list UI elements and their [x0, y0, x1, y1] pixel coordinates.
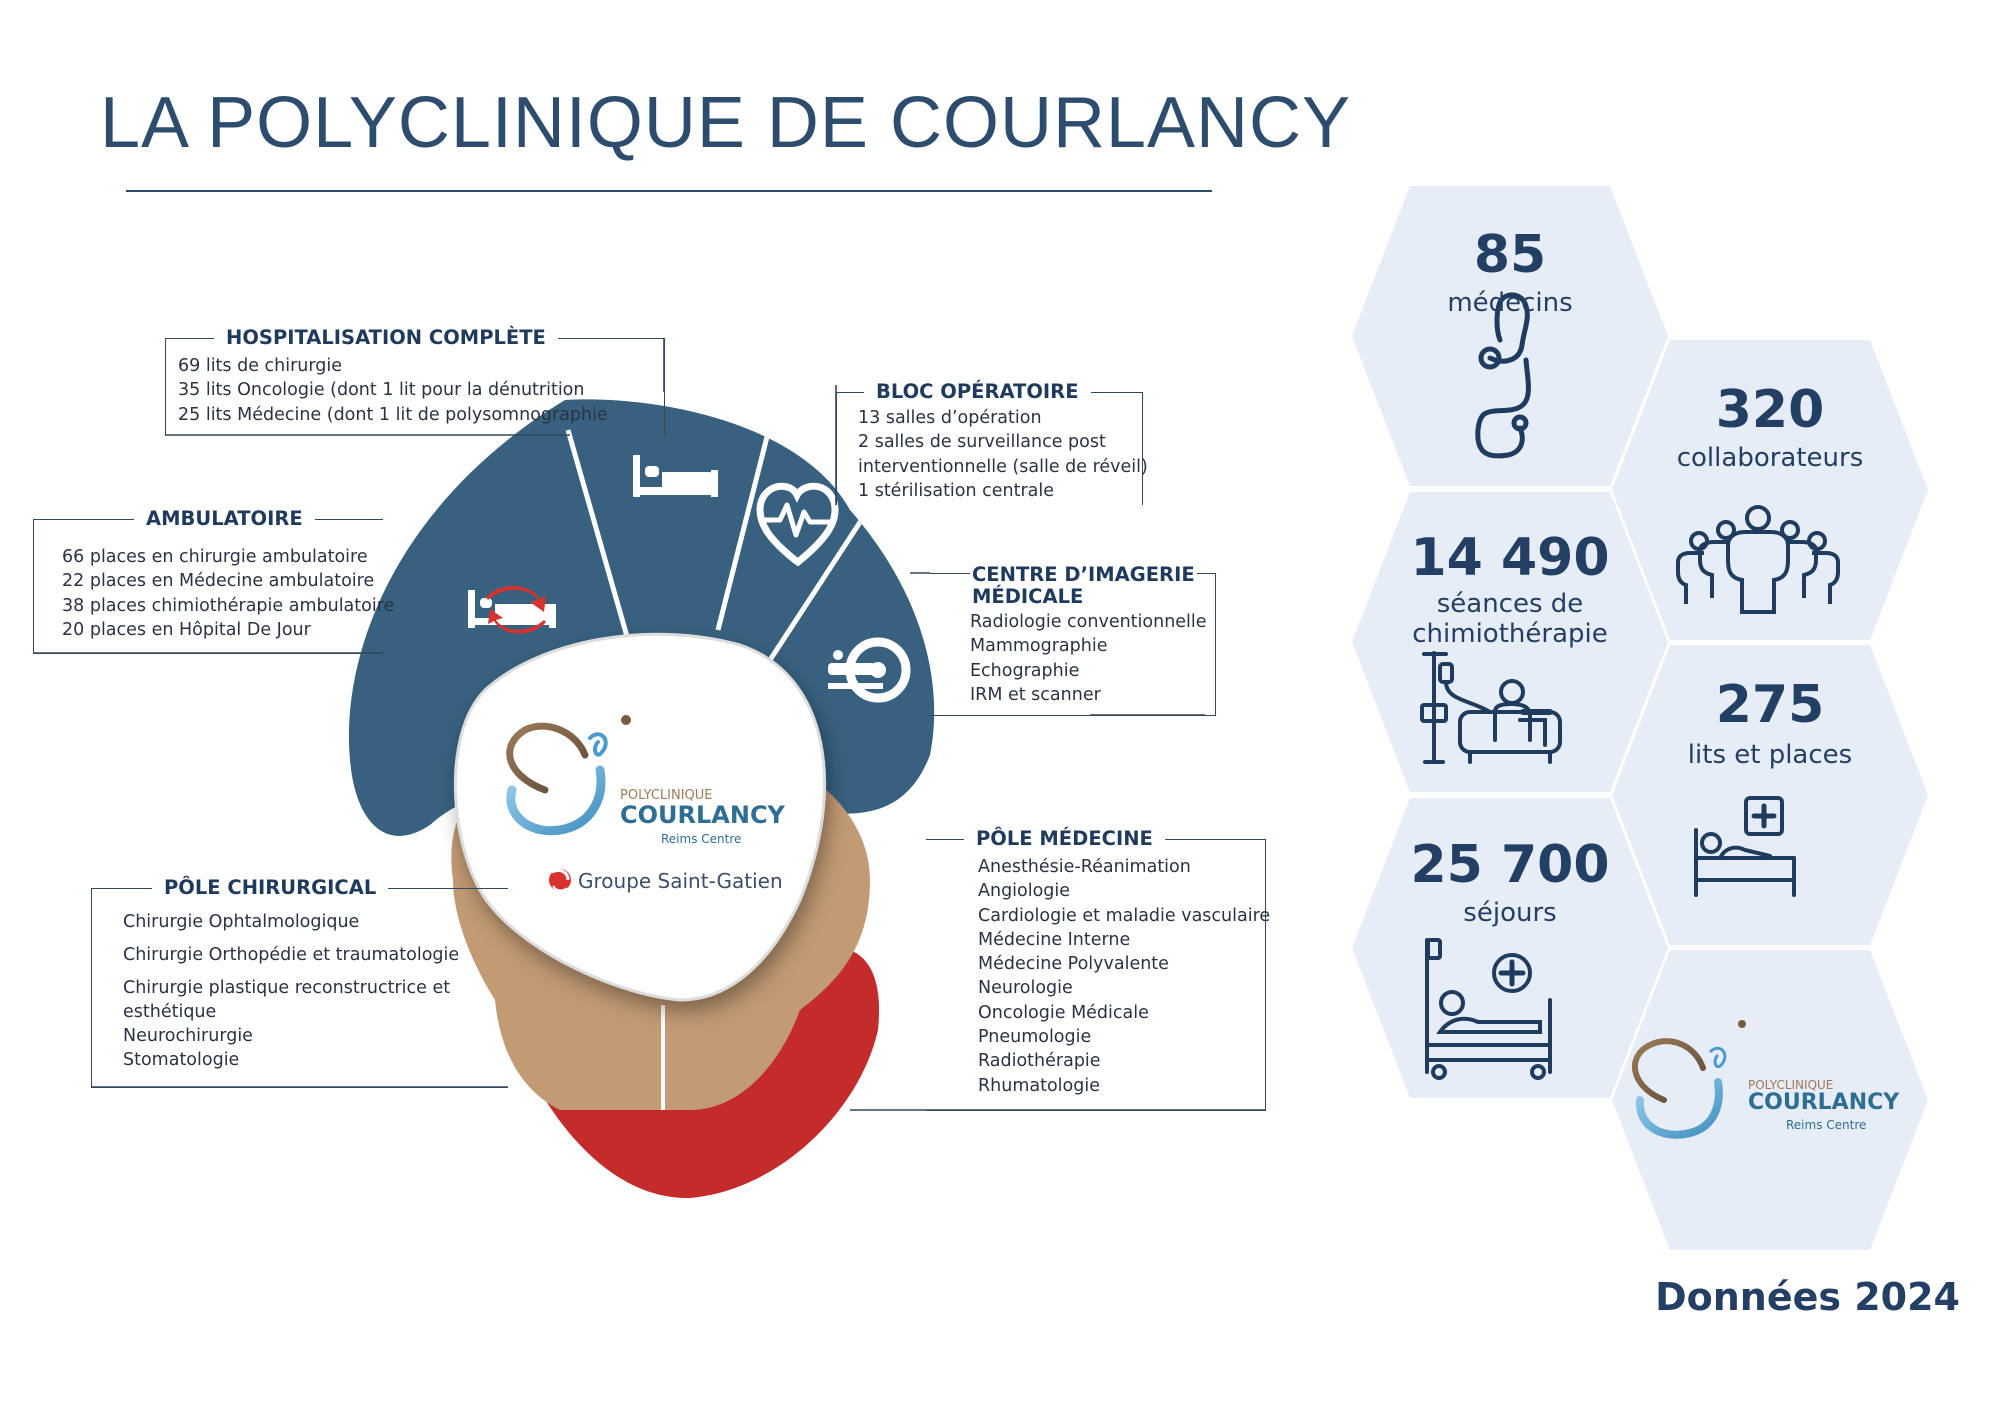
chirurgical-title: PÔLE CHIRURGICAL — [152, 877, 389, 899]
logo-sub-text: Reims Centre — [661, 832, 741, 846]
list-item: 13 salles d’opération — [858, 408, 1042, 428]
list-item: Radiothérapie — [978, 1051, 1101, 1072]
stat-sejours-value: 25 700 — [1410, 835, 1610, 895]
list-item: Neurochirurgie — [123, 1026, 253, 1046]
chirurgical-list: Chirurgie Ophtalmologique Chirurgie Orth… — [123, 910, 459, 1072]
list-item: interventionnelle (salle de réveil) — [858, 456, 1148, 477]
page-title: LA POLYCLINIQUE DE COURLANCY — [100, 83, 1352, 163]
list-item: Oncologie Médicale — [978, 1002, 1149, 1023]
list-item: Mammographie — [970, 636, 1108, 657]
list-item: Cardiologie et maladie vasculaire — [978, 905, 1271, 926]
list-item: esthétique — [123, 1002, 217, 1022]
hospitalisation-list: 69 lits de chirurgie 35 lits Oncologie (… — [178, 354, 608, 427]
list-item: Stomatologie — [123, 1050, 240, 1070]
hexagon-lits — [1612, 645, 1928, 945]
imagerie-title-line1: CENTRE D’IMAGERIE — [970, 563, 1197, 586]
stethoscope-icon — [1475, 292, 1531, 459]
list-item: Chirurgie plastique reconstructrice et — [123, 978, 451, 998]
list-item: 35 lits Oncologie (dont 1 lit pour la dé… — [178, 380, 585, 401]
hexagon-logo-small-text: POLYCLINIQUE — [1748, 1078, 1834, 1092]
medecine-title: PÔLE MÉDECINE — [964, 828, 1165, 850]
hospital-bed-icon — [1425, 938, 1552, 1080]
hexagon-logo — [1612, 950, 1928, 1250]
imagerie-title-line2: MÉDICALE — [972, 585, 1084, 608]
list-item: Rhumatologie — [978, 1075, 1100, 1096]
stat-medecins-value: 85 — [1473, 225, 1547, 285]
list-item: 38 places chimiothérapie ambulatoire — [62, 595, 395, 616]
logo-name-text: COURLANCY — [620, 801, 786, 829]
list-item: Pneumologie — [978, 1027, 1092, 1048]
title-divider — [126, 190, 1212, 192]
list-item: Chirurgie Ophtalmologique — [123, 912, 360, 932]
list-item: 22 places en Médecine ambulatoire — [62, 571, 375, 592]
bed-icon — [633, 455, 718, 497]
chemotherapy-chair-icon — [1420, 651, 1562, 764]
stat-lits-label: lits et places — [1687, 740, 1853, 770]
stat-medecins-label: médecins — [1447, 288, 1573, 318]
stat-collaborateurs-label: collaborateurs — [1676, 443, 1864, 473]
imagerie-list: Radiologie conventionnelle Mammographie … — [970, 610, 1207, 707]
list-item: 25 lits Médecine (dont 1 lit de polysomn… — [178, 404, 608, 425]
ambulatoire-title: AMBULATOIRE — [134, 508, 315, 530]
list-item: 2 salles de surveillance post — [858, 432, 1106, 453]
hexagon-logo-name-text: COURLANCY — [1748, 1090, 1900, 1115]
stat-seances-value: 14 490 — [1410, 528, 1610, 588]
list-item: Chirurgie Orthopédie et traumatologie — [123, 945, 460, 965]
list-item: Angiologie — [978, 881, 1071, 902]
list-item: Neurologie — [978, 978, 1073, 999]
heart-rate-icon — [756, 482, 839, 567]
list-item: Médecine Interne — [978, 929, 1131, 950]
list-item: 20 places en Hôpital De Jour — [62, 619, 311, 640]
bloc-title: BLOC OPÉRATOIRE — [864, 381, 1091, 403]
bloc-list: 13 salles d’opération 2 salles de survei… — [858, 406, 1148, 503]
ambulatoire-list: 66 places en chirurgie ambulatoire 22 pl… — [62, 545, 394, 642]
bed-cross-icon — [1694, 796, 1796, 897]
imagerie-title: CENTRE D’IMAGERIE MÉDICALE — [958, 564, 1209, 608]
hospitalisation-title: HOSPITALISATION COMPLÈTE — [214, 327, 558, 349]
list-item: Médecine Polyvalente — [978, 954, 1169, 975]
central-diagram: POLYCLINIQUE COURLANCY Reims Centre Grou… — [33, 338, 1266, 1199]
groupe-saint-gatien-logo: Groupe Saint-Gatien — [549, 868, 783, 893]
stat-lits-value: 275 — [1715, 675, 1825, 735]
stats-hexagons — [1352, 186, 1928, 1250]
stat-sejours-label: séjours — [1463, 898, 1557, 928]
courlancy-logo: POLYCLINIQUE COURLANCY Reims Centre — [506, 715, 786, 846]
list-item: Anesthésie-Réanimation — [978, 857, 1191, 877]
hexagon-logo-sub-text: Reims Centre — [1786, 1118, 1867, 1132]
group-name-text: Groupe Saint-Gatien — [578, 869, 783, 893]
list-item: 69 lits de chirurgie — [178, 356, 343, 376]
list-item: 1 stérilisation centrale — [858, 480, 1055, 501]
logo-small-text: POLYCLINIQUE — [620, 788, 713, 803]
courlancy-logo-hexagon — [1632, 1020, 1746, 1139]
list-item: 66 places en chirurgie ambulatoire — [62, 547, 368, 567]
stat-collaborateurs-value: 320 — [1715, 380, 1825, 440]
hexagon-sejours — [1352, 798, 1668, 1098]
mri-scanner-icon — [828, 637, 911, 703]
list-item: Echographie — [970, 660, 1080, 681]
data-year-footer: Données 2024 — [1655, 1275, 1960, 1319]
ambulatory-bed-icon — [468, 585, 556, 634]
stat-seances-label2: chimiothérapie — [1412, 619, 1608, 649]
stat-seances-label1: séances de — [1436, 589, 1584, 619]
list-item: Radiologie conventionnelle — [970, 612, 1207, 632]
hexagon-seances — [1352, 492, 1668, 792]
people-group-icon — [1676, 505, 1840, 614]
medecine-list: Anesthésie-Réanimation Angiologie Cardio… — [978, 855, 1270, 1098]
hexagon-collaborateurs — [1612, 340, 1928, 640]
hexagon-medecins — [1352, 186, 1668, 486]
list-item: IRM et scanner — [970, 684, 1101, 705]
